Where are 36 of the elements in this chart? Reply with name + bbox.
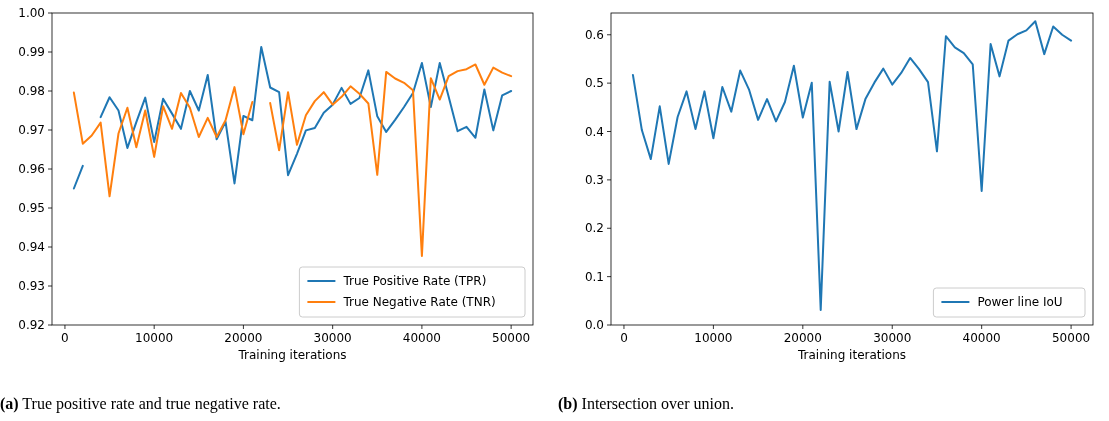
x-tick-label: 30000 — [313, 331, 352, 345]
x-tick-label: 50000 — [1052, 331, 1091, 345]
x-tick-label: 0 — [620, 331, 628, 345]
x-axis-title: Training iterations — [237, 348, 347, 362]
y-tick-label: 0.2 — [584, 221, 604, 236]
y-tick-label: 0.5 — [584, 76, 604, 91]
y-tick-label: 0.98 — [18, 84, 45, 99]
y-tick-label: 0.92 — [18, 318, 45, 333]
legend-label: True Negative Rate (TNR) — [342, 295, 496, 310]
x-axis-title: Training iterations — [796, 348, 907, 362]
y-tick-label: 0.4 — [584, 124, 604, 139]
y-tick-label: 0.95 — [18, 201, 45, 216]
x-tick-label: 40000 — [962, 331, 1001, 345]
x-tick-label: 50000 — [492, 331, 531, 345]
x-tick-label: 40000 — [402, 331, 441, 345]
text: (a) True positive rate and true negative rate. — [0, 395, 281, 413]
legend-label: Power line IoU — [977, 295, 1063, 310]
y-tick-label: 0.6 — [584, 27, 604, 42]
y-tick-label: 1.00 — [18, 6, 45, 21]
y-tick-label: 0.1 — [584, 269, 604, 284]
line-series — [631, 20, 1073, 312]
x-tick-label: 10000 — [694, 331, 733, 345]
x-tick-label: 20000 — [224, 331, 263, 345]
y-tick-label: 0.97 — [18, 123, 45, 138]
x-tick-label: 0 — [61, 331, 69, 345]
x-tick-label: 30000 — [873, 331, 912, 345]
text: (b) Intersection over union. — [558, 395, 734, 413]
x-tick-label: 20000 — [783, 331, 822, 345]
y-tick-label: 0.0 — [584, 318, 604, 333]
y-tick-label: 0.3 — [584, 173, 604, 188]
y-tick-label: 0.93 — [18, 279, 45, 294]
x-tick-label: 10000 — [135, 331, 174, 345]
y-tick-label: 0.94 — [18, 240, 45, 255]
y-tick-label: 0.96 — [18, 162, 45, 177]
y-tick-label: 0.99 — [18, 45, 45, 60]
legend-label: True Positive Rate (TPR) — [342, 274, 487, 289]
